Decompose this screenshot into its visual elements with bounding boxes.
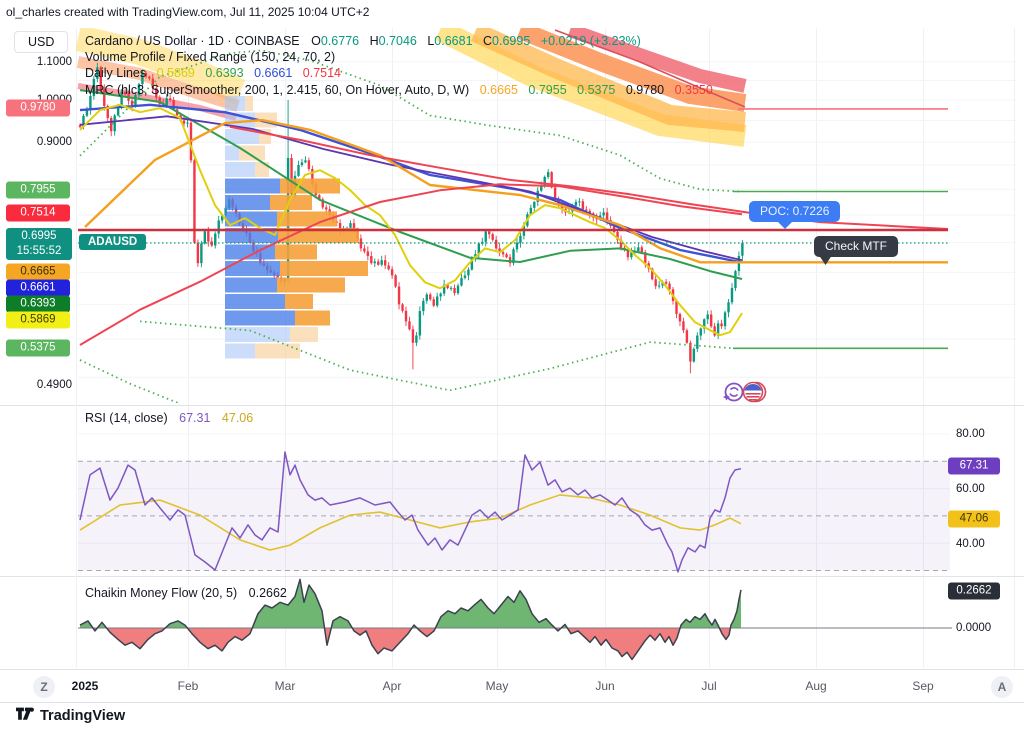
rsi-ma-value: 47.06 [221,411,254,425]
tradingview-glyph-icon [16,707,34,720]
price-axis-badge: 0.6665 [6,263,70,281]
high-value: 0.7046 [378,34,417,48]
time-axis-label: Jun [595,679,615,693]
close-label: C [483,34,493,48]
time-axis-label: Sep [912,679,934,693]
time-axis-label: Feb [177,679,199,693]
daily-lines-value: 0.6661 [254,66,293,81]
time-axis-label: Aug [805,679,827,693]
price-axis-badge: 0.7514 [6,204,70,222]
time-axis-label: Jul [701,679,717,693]
price-axis-badge: 0.6661 [6,279,70,297]
cmf-header[interactable]: Chaikin Money Flow (20, 5) 0.2662 [85,586,287,600]
low-value: 0.6681 [434,34,473,48]
currency-toggle[interactable]: USD [14,31,69,53]
legend: Cardano / US Dollar · 1D · COINBASE O0.6… [85,33,713,98]
time-axis-label: Mar [274,679,296,693]
price-axis-badge: 0.6393 [6,295,70,313]
current-price-value: 0.6995 [21,230,57,242]
usd-coin-icon [742,381,767,403]
daily-lines-value: 0.6393 [205,66,244,81]
mrc-value: 0.3550 [674,82,713,97]
symbol-title[interactable]: Cardano / US Dollar · 1D · COINBASE [85,34,300,48]
close-value: 0.6995 [492,34,531,48]
cmf-axis-badge: 0.2662 [948,582,1000,600]
symbol-tag[interactable]: ADAUSD [79,234,147,250]
tradingview-logo[interactable]: TradingView [16,707,125,724]
chart-credit: ol_charles created with TradingView.com,… [6,5,370,19]
mrc-value: 0.6665 [479,82,518,97]
current-price-time: 15:55:52 [16,245,62,257]
time-axis-label: Apr [382,679,402,693]
change-value: +0.0219 (+3.23%) [540,34,641,48]
rsi-axis-label: 60.00 [956,483,985,495]
mrc-value: 0.9780 [625,82,665,97]
rsi-axis-badge: 47.06 [948,510,1000,528]
price-axis-label: 1.1000 [36,56,72,68]
low-label: L [427,34,435,48]
timezone-button[interactable]: Z [33,676,55,698]
mrc-legend-row[interactable]: MRC (hlc3, SuperSmoother, 200, 1, 2.415,… [85,82,713,98]
cmf-axis-label: 0.0000 [956,622,992,634]
daily-lines-legend-row[interactable]: Daily Lines 0.5869 0.6393 0.6661 0.7514 [85,65,713,81]
rsi-axis-label: 80.00 [956,428,985,440]
price-axis-label: 0.4900 [36,379,72,391]
rsi-value: 67.31 [179,411,211,425]
price-axis-label: 0.9000 [36,136,72,148]
current-price-badge: 0.6995 15:55:52 [6,228,72,260]
poc-callout[interactable]: POC: 0.7226 [749,201,841,229]
time-axis-label: May [485,679,509,693]
open-value: 0.6776 [320,34,360,48]
rsi-axis-badge: 67.31 [948,457,1000,475]
time-axis-label: 2025 [71,679,99,693]
symbol-legend-row[interactable]: Cardano / US Dollar · 1D · COINBASE O0.6… [85,33,713,49]
mrc-label[interactable]: MRC (hlc3, SuperSmoother, 200, 1, 2.415,… [85,82,470,97]
check-mtf-callout[interactable]: Check MTF [814,236,899,257]
mrc-value: 0.5375 [577,82,616,97]
tradingview-wordmark: TradingView [40,707,126,724]
conversion-icon [723,382,744,402]
price-axis-badge: 0.5869 [6,311,70,329]
rsi-title[interactable]: RSI (14, close) [85,411,168,425]
high-label: H [369,34,379,48]
cmf-value: 0.2662 [248,586,287,600]
mrc-value: 0.7955 [528,82,567,97]
daily-lines-value: 0.7514 [302,66,342,81]
volume-profile-label[interactable]: Volume Profile / Fixed Range (150, 24, 7… [85,50,336,65]
price-axis-badge: 0.9780 [6,99,70,117]
daily-lines-label[interactable]: Daily Lines [85,66,147,81]
auto-scale-button[interactable]: A [991,676,1013,698]
cmf-title[interactable]: Chaikin Money Flow (20, 5) [85,586,238,600]
volume-profile-legend-row[interactable]: Volume Profile / Fixed Range (150, 24, 7… [85,49,713,65]
conversion-and-usd-coin-icons [723,381,767,403]
open-label: O [311,34,321,48]
daily-lines-value: 0.5869 [156,66,195,81]
price-axis-badge: 0.5375 [6,339,70,357]
rsi-header[interactable]: RSI (14, close) 67.31 47.06 [85,411,253,425]
price-axis-badge: 0.7955 [6,181,70,199]
rsi-axis-label: 40.00 [956,538,985,550]
